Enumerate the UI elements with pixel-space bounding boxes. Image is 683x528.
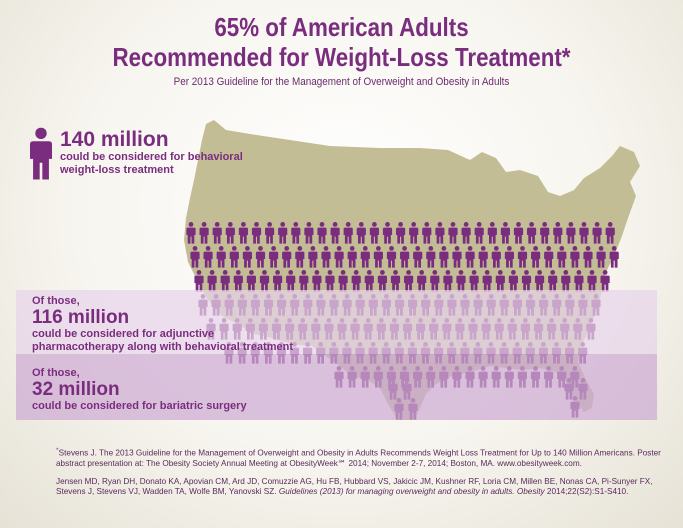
pharmacotherapy-amount: 116 million [32,307,130,328]
pharmacotherapy-text-line-2: pharmacotherapy along with behavioral tr… [32,341,294,353]
surgery-lead: Of those, [32,367,80,379]
footnotes: *Stevens J. The 2013 Guideline for the M… [56,446,666,505]
bariatric-surgery-band [16,354,657,420]
footnote-jensen-citation: 2014;22(S2):S1-S410. [546,487,629,497]
footnote-stevens-text: Stevens J. The 2013 Guideline for the Ma… [56,448,661,469]
pharmacotherapy-text-line-1: could be considered for adjunctive [32,328,215,340]
pharmacotherapy-callout: Of those, 116 million could be considere… [32,295,293,354]
pharmacotherapy-lead: Of those, [32,295,80,307]
behavioral-treatment-callout: 140 million could be considered for beha… [60,128,243,177]
footnote-jensen-article: Guidelines (2013) for managing overweigh… [278,487,547,497]
bariatric-surgery-callout: Of those, 32 million could be considered… [32,367,247,413]
title-line-1: 65% of American Adults [214,12,469,42]
footnote-jensen: Jensen MD, Ryan DH, Donato KA, Apovian C… [56,477,666,498]
person-icon [30,124,52,184]
surgery-amount: 32 million [32,379,120,400]
footnote-marker: * [56,447,59,454]
behavioral-amount: 140 million [60,128,169,151]
surgery-text-line-1: could be considered for bariatric surger… [32,400,247,412]
pharmacotherapy-band [16,290,657,354]
behavioral-text-line-2: weight-loss treatment [60,164,174,176]
subtitle: Per 2013 Guideline for the Management of… [173,76,510,88]
footnote-jensen-authors: Jensen MD, Ryan DH, Donato KA, Apovian C… [56,476,653,497]
behavioral-text-line-1: could be considered for behavioral [60,151,243,163]
footnote-stevens: *Stevens J. The 2013 Guideline for the M… [56,446,666,470]
title-line-2: Recommended for Weight-Loss Treatment* [112,42,571,72]
